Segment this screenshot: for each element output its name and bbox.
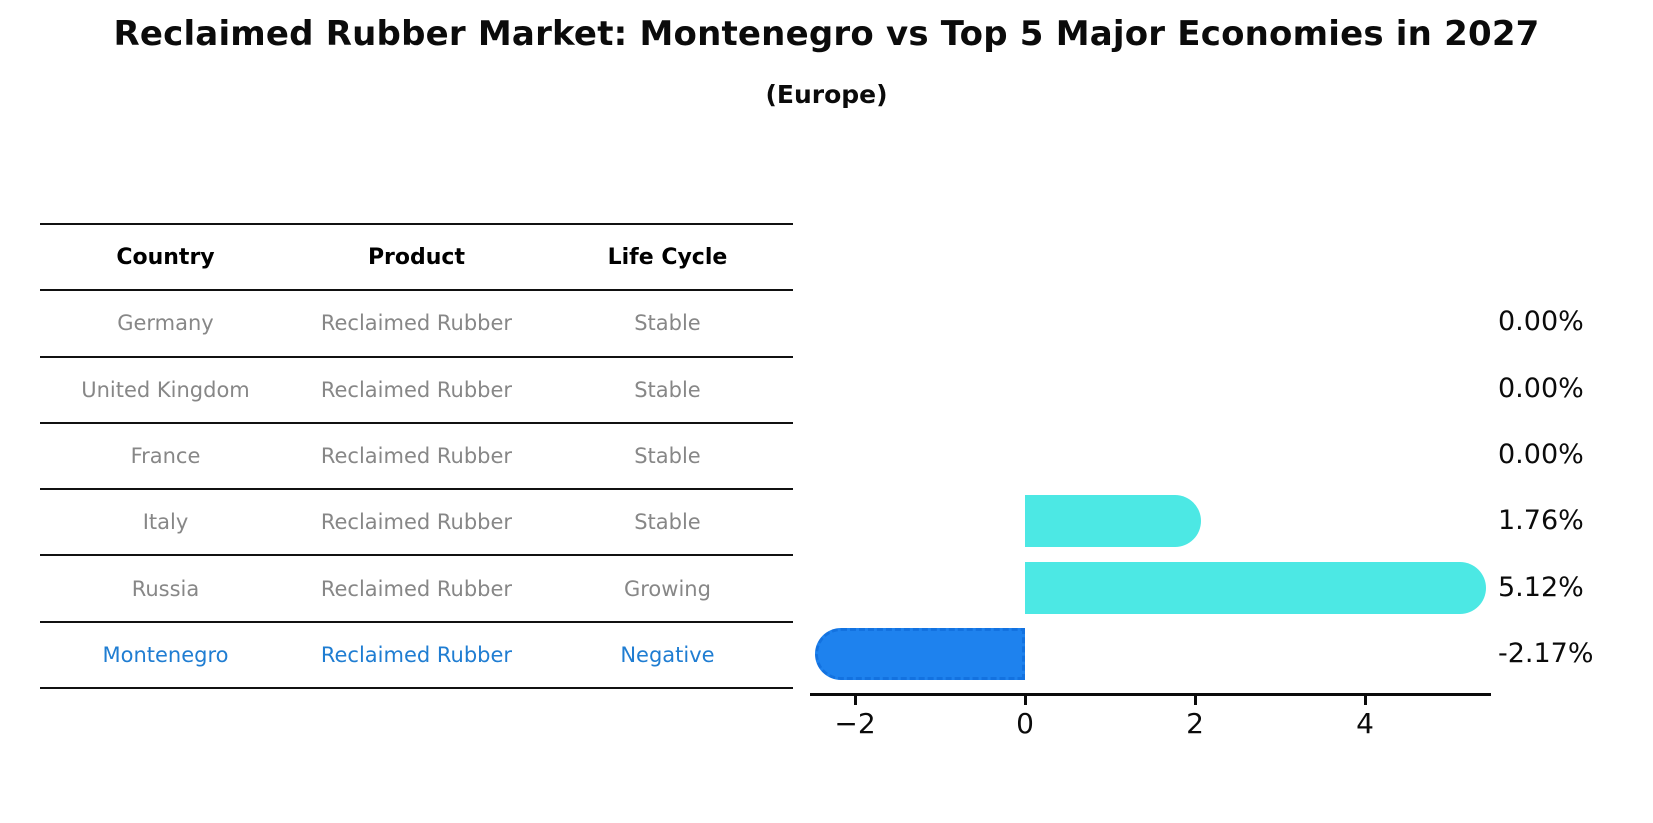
table-row: Germany Reclaimed Rubber Stable	[40, 291, 793, 358]
x-axis-tick-label: −2	[834, 707, 876, 740]
table-cell-country: France	[130, 444, 201, 469]
table-header-row: Country Product Life Cycle	[40, 225, 793, 292]
table-row: United Kingdom Reclaimed Rubber Stable	[40, 358, 793, 424]
table-cell-product: Reclaimed Rubber	[320, 510, 513, 535]
bar-value-label: 0.00%	[1498, 306, 1584, 338]
chart-subtitle: (Europe)	[765, 80, 888, 109]
table-cell-product: Reclaimed Rubber	[320, 377, 513, 402]
bar-value-label: -2.17%	[1498, 637, 1594, 669]
bar-value-label: 0.00%	[1498, 372, 1584, 404]
table-header-country: Country	[116, 244, 215, 270]
table-cell-life-cycle: Stable	[634, 510, 701, 535]
table-cell-life-cycle: Negative	[620, 642, 715, 667]
x-axis-tick	[1193, 696, 1197, 705]
chart-title: Reclaimed Rubber Market: Montenegro vs T…	[113, 14, 1540, 54]
table-cell-life-cycle: Growing	[623, 576, 711, 601]
table-cell-product: Reclaimed Rubber	[320, 444, 513, 469]
x-axis-tick	[853, 696, 857, 705]
table-cell-product: Reclaimed Rubber	[320, 642, 513, 667]
table-cell-product: Reclaimed Rubber	[320, 311, 513, 336]
table-row: Russia Reclaimed Rubber Growing	[40, 556, 793, 623]
table-cell-life-cycle: Stable	[634, 311, 701, 336]
bar-value-label: 5.12%	[1498, 571, 1584, 603]
x-axis-tick-label: 2	[1186, 707, 1204, 740]
table-cell-country: Italy	[142, 510, 189, 535]
x-axis-tick	[1023, 696, 1027, 705]
table-row: Montenegro Reclaimed Rubber Negative	[40, 623, 793, 690]
x-axis-tick	[1363, 696, 1367, 705]
bar-value-label: 0.00%	[1498, 439, 1584, 471]
bar-italy	[1025, 495, 1201, 548]
table-cell-life-cycle: Stable	[634, 444, 701, 469]
country-table: Country Product Life Cycle Germany Reclai…	[40, 223, 793, 690]
table-row: Italy Reclaimed Rubber Stable	[40, 490, 793, 557]
table-body: Germany Reclaimed Rubber Stable United King…	[40, 291, 793, 690]
x-axis-line	[810, 693, 1491, 696]
table-cell-country: Montenegro	[102, 642, 229, 667]
table-row: France Reclaimed Rubber Stable	[40, 424, 793, 491]
table-header-product: Product	[367, 244, 465, 270]
table-cell-country: Germany	[117, 311, 214, 336]
table-header-life-cycle: Life Cycle	[607, 244, 728, 270]
bar-value-label: 1.76%	[1498, 505, 1584, 537]
x-axis-tick-label: 0	[1016, 707, 1034, 740]
bar-russia	[1025, 561, 1487, 614]
table-cell-life-cycle: Stable	[634, 377, 701, 402]
bar-montenegro	[814, 627, 1025, 680]
x-axis-tick-label: 4	[1356, 707, 1374, 740]
table-cell-country: United Kingdom	[81, 377, 250, 402]
table-cell-country: Russia	[131, 576, 200, 601]
table-cell-product: Reclaimed Rubber	[320, 576, 513, 601]
